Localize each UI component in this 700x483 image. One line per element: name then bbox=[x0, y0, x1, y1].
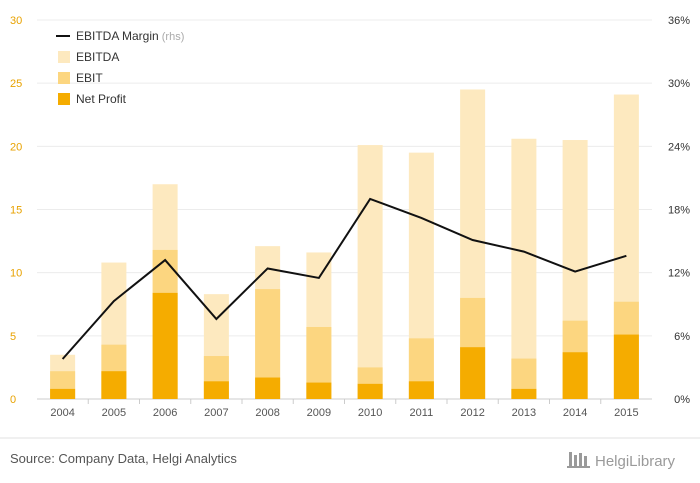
left-tick-label: 20 bbox=[10, 141, 22, 153]
net-profit-bar bbox=[562, 352, 588, 399]
right-tick-label: 30% bbox=[668, 78, 690, 90]
net-profit-bar bbox=[357, 383, 383, 399]
legend-label: EBITDA bbox=[76, 50, 119, 64]
x-axis: 2004 2005 2006 2007 2008 2009 2010 2011 2012 2013… bbox=[50, 399, 639, 419]
net-profit-bar bbox=[50, 388, 76, 399]
net-profit-bar bbox=[306, 382, 332, 399]
net-profit-bar bbox=[460, 347, 486, 399]
right-tick-label: 18% bbox=[668, 205, 690, 217]
net-profit-bar bbox=[152, 292, 178, 399]
legend-label: Net Profit bbox=[76, 92, 127, 106]
left-tick-label: 30 bbox=[10, 15, 22, 27]
legend-box-swatch bbox=[58, 72, 70, 84]
x-tick-label: 2015 bbox=[614, 407, 638, 419]
legend: EBITDA Margin (rhs) EBITDA EBIT Net Profit bbox=[56, 29, 184, 106]
net-profit-bar bbox=[408, 381, 434, 399]
left-tick-label: 5 bbox=[10, 331, 16, 343]
ebitda-margin-line bbox=[61, 197, 627, 360]
legend-box-swatch bbox=[58, 51, 70, 63]
right-tick-label: 6% bbox=[674, 331, 690, 343]
brand-name: HelgiLibrary bbox=[595, 453, 676, 470]
net-profit-bar bbox=[511, 388, 537, 399]
ebitda-bar bbox=[357, 145, 383, 399]
net-profit-bar bbox=[203, 381, 229, 399]
legend-note: (rhs) bbox=[159, 31, 185, 43]
x-tick-label: 2012 bbox=[460, 407, 484, 419]
brand-logo: HelgiLibrary bbox=[567, 452, 676, 470]
x-tick-label: 2009 bbox=[307, 407, 331, 419]
right-tick-label: 12% bbox=[668, 268, 690, 280]
grid-lines bbox=[37, 19, 652, 400]
library-bars-icon bbox=[567, 452, 590, 468]
left-tick-label: 25 bbox=[10, 78, 22, 90]
x-tick-label: 2005 bbox=[102, 407, 126, 419]
x-tick-label: 2004 bbox=[50, 407, 74, 419]
right-tick-label: 36% bbox=[668, 15, 690, 27]
legend-label: EBITDA Margin (rhs) bbox=[76, 29, 184, 43]
x-tick-label: 2013 bbox=[512, 407, 536, 419]
ebitda-bar bbox=[511, 138, 537, 399]
x-tick-label: 2011 bbox=[410, 407, 434, 419]
left-tick-label: 10 bbox=[10, 268, 22, 280]
right-tick-label: 24% bbox=[668, 141, 690, 153]
legend-label: EBIT bbox=[76, 71, 103, 85]
margin-line-group bbox=[61, 197, 627, 360]
net-profit-bar bbox=[255, 377, 281, 399]
legend-box-swatch bbox=[58, 93, 70, 105]
right-tick-label: 0% bbox=[674, 394, 690, 406]
left-axis: 0 5 10 15 20 25 30 bbox=[10, 15, 22, 406]
net-profit-bar bbox=[613, 334, 639, 399]
right-axis: 0% 6% 12% 18% 24% 30% 36% bbox=[668, 15, 690, 406]
x-tick-label: 2008 bbox=[255, 407, 279, 419]
x-tick-label: 2006 bbox=[153, 407, 177, 419]
x-tick-label: 2007 bbox=[204, 407, 228, 419]
source-text: Source: Company Data, Helgi Analytics bbox=[10, 451, 237, 466]
net-profit-bar bbox=[101, 371, 127, 399]
bars-group bbox=[50, 89, 639, 399]
left-tick-label: 0 bbox=[10, 394, 16, 406]
x-tick-label: 2014 bbox=[563, 407, 587, 419]
x-tick-label: 2010 bbox=[358, 407, 382, 419]
left-tick-label: 15 bbox=[10, 205, 22, 217]
